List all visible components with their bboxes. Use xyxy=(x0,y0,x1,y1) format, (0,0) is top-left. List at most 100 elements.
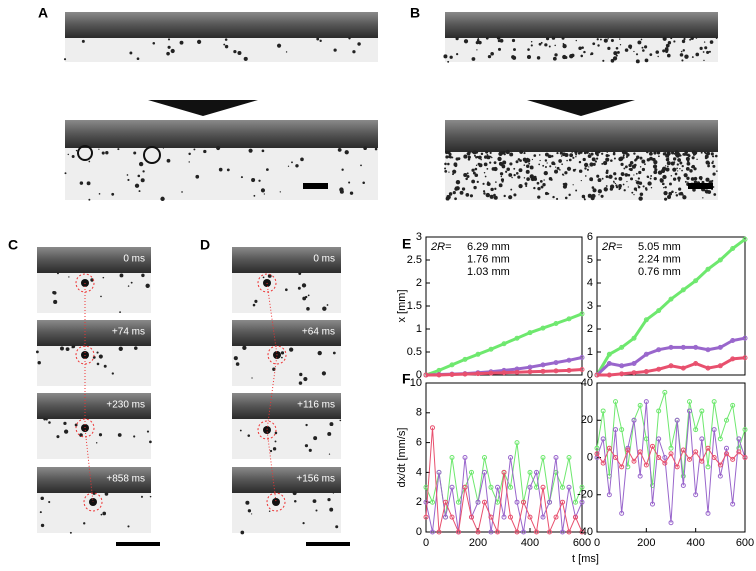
particle xyxy=(626,153,630,157)
particle xyxy=(691,166,694,169)
data-point xyxy=(579,355,585,361)
particle xyxy=(543,170,548,176)
data-point xyxy=(631,370,637,376)
data-point xyxy=(462,484,468,490)
particle xyxy=(96,351,99,354)
particle xyxy=(445,196,450,201)
data-point xyxy=(475,529,481,535)
particle xyxy=(475,41,479,45)
particle xyxy=(644,58,649,63)
particle xyxy=(71,346,73,349)
particle xyxy=(472,171,476,175)
particle xyxy=(142,170,145,173)
time-label: +156 ms xyxy=(296,474,335,485)
particle xyxy=(461,187,466,191)
particle xyxy=(639,156,643,160)
scale-bar xyxy=(303,183,328,189)
data-point xyxy=(613,455,618,460)
data-point xyxy=(579,529,585,535)
particle xyxy=(465,193,470,197)
y-tick-label: 0 xyxy=(587,369,593,381)
particle xyxy=(312,499,317,504)
particle xyxy=(655,50,660,54)
particle xyxy=(646,151,649,154)
y-tick-label: 1 xyxy=(587,346,593,358)
data-point xyxy=(637,449,643,455)
bubble xyxy=(143,146,161,164)
particle xyxy=(496,36,500,40)
legend-entry: 5.05 mm xyxy=(638,241,681,253)
particle xyxy=(141,273,145,278)
particle xyxy=(624,48,629,52)
particle xyxy=(554,53,558,57)
data-point xyxy=(540,455,546,460)
particle xyxy=(188,161,190,163)
series-line xyxy=(425,312,583,377)
particle xyxy=(664,186,667,189)
y-tick-label: 3 xyxy=(587,300,593,312)
particle xyxy=(497,47,502,51)
particle xyxy=(274,431,278,435)
data-point xyxy=(514,440,520,446)
particle xyxy=(65,347,70,352)
particle xyxy=(344,150,349,155)
data-point xyxy=(730,338,736,343)
data-point xyxy=(656,436,662,442)
plot-frame xyxy=(596,382,746,533)
data-point xyxy=(579,311,585,317)
particle xyxy=(537,195,541,199)
data-point xyxy=(705,365,711,371)
particle xyxy=(68,276,70,278)
data-point xyxy=(730,402,736,408)
particle xyxy=(539,179,543,183)
data-point xyxy=(443,499,448,505)
particle xyxy=(613,157,616,160)
particle xyxy=(569,54,574,59)
particle xyxy=(133,435,136,438)
particle xyxy=(127,285,130,287)
particle xyxy=(152,42,156,45)
particle xyxy=(666,152,669,155)
particle xyxy=(329,507,334,512)
particle xyxy=(537,186,541,191)
particle xyxy=(37,360,41,365)
particle xyxy=(661,183,664,186)
particle xyxy=(641,159,646,164)
particle xyxy=(88,198,91,201)
data-point xyxy=(687,399,692,405)
particle xyxy=(544,166,547,169)
particle xyxy=(167,45,171,49)
particle xyxy=(467,155,471,159)
particle xyxy=(452,169,457,174)
particle xyxy=(551,36,556,40)
data-point xyxy=(717,257,723,263)
particle xyxy=(523,164,526,166)
particle xyxy=(695,52,700,57)
wall xyxy=(37,247,151,273)
data-point xyxy=(553,360,559,366)
particle xyxy=(533,154,537,157)
data-point xyxy=(668,344,674,350)
particle xyxy=(463,39,469,44)
particle xyxy=(667,152,671,156)
particle xyxy=(452,190,456,195)
particle xyxy=(649,177,652,180)
bubble xyxy=(77,145,93,161)
data-point xyxy=(680,344,686,350)
particle xyxy=(513,173,516,177)
particle xyxy=(224,44,229,49)
particle xyxy=(316,37,320,41)
particle xyxy=(261,149,265,153)
particle xyxy=(605,171,609,175)
particle xyxy=(499,38,504,43)
data-point xyxy=(508,484,513,490)
particle xyxy=(564,171,568,175)
data-point xyxy=(566,367,572,373)
particle xyxy=(627,173,631,177)
particle xyxy=(349,191,354,195)
particle xyxy=(530,41,533,43)
particle xyxy=(547,192,550,195)
particle xyxy=(527,48,530,51)
x-tick-label: 400 xyxy=(521,537,539,549)
particle xyxy=(571,151,573,153)
